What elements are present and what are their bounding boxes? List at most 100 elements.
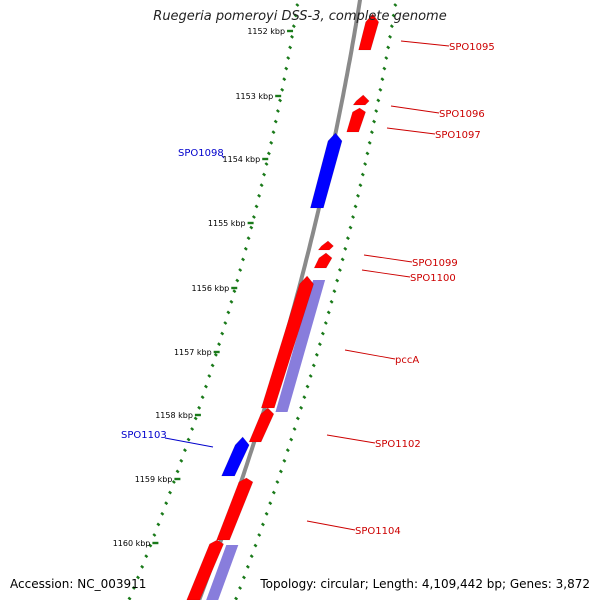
outer-tick xyxy=(384,56,389,60)
accession-text: Accession: NC_003911 xyxy=(10,577,147,591)
inner-tick xyxy=(175,469,180,474)
inner-tick xyxy=(259,183,264,188)
outer-tick xyxy=(299,405,304,410)
inner-tick xyxy=(249,225,254,230)
genome-backbone xyxy=(197,0,363,600)
inner-tick xyxy=(140,564,145,569)
outer-tick xyxy=(234,596,239,600)
scale-label: 1157 kbp xyxy=(174,348,212,357)
outer-tick xyxy=(292,427,297,431)
outer-tick xyxy=(356,193,360,198)
inner-tick xyxy=(182,448,187,453)
outer-tick xyxy=(369,130,374,135)
label-leader xyxy=(400,40,450,47)
scale-label: 1156 kbp xyxy=(192,284,230,293)
inner-tick xyxy=(295,3,300,7)
gene-feature xyxy=(186,539,224,600)
outer-tick xyxy=(380,77,385,82)
inner-tick xyxy=(127,596,132,600)
label-leader xyxy=(390,105,440,114)
feature-band xyxy=(275,280,326,412)
inner-tick xyxy=(156,522,161,527)
outer-tick xyxy=(317,342,322,347)
outer-tick xyxy=(323,321,328,325)
gene-label: SPO1102 xyxy=(375,439,421,450)
label-leader xyxy=(361,269,411,278)
inner-tick xyxy=(235,278,240,283)
inner-tick xyxy=(144,554,149,559)
label-leader xyxy=(326,434,376,444)
inner-tick xyxy=(164,501,169,506)
inner-tick xyxy=(269,140,274,145)
inner-tick xyxy=(254,204,259,209)
outer-tick xyxy=(340,257,345,262)
inner-tick xyxy=(226,310,231,315)
outer-tick xyxy=(393,3,398,7)
label-leader xyxy=(164,437,214,448)
inner-tick xyxy=(204,384,208,389)
scale-label: 1152 kbp xyxy=(247,27,285,36)
outer-tick xyxy=(295,416,300,421)
label-leader xyxy=(344,349,396,360)
outer-tick xyxy=(382,66,387,71)
gene-label: SPO1097 xyxy=(435,130,481,141)
inner-tick xyxy=(262,172,267,177)
inner-tick xyxy=(273,119,278,124)
outer-tick xyxy=(238,586,243,590)
outer-tick xyxy=(289,437,294,442)
gene-label: SPO1100 xyxy=(410,273,456,284)
inner-tick xyxy=(131,586,136,590)
gene-label-leaders: SPO1095 SPO1096 SPO1097 SPO1098 SPO1099 SPO11… xyxy=(121,40,495,537)
outer-tick xyxy=(332,289,337,294)
genome-title: Ruegeria pomeroyi DSS-3, complete genome xyxy=(153,9,447,24)
outer-tick xyxy=(275,480,280,484)
outer-tick xyxy=(367,140,372,145)
scale-label: 1158 kbp xyxy=(155,411,193,420)
feature-band xyxy=(206,545,239,600)
gene-feature xyxy=(221,436,250,477)
outer-tick xyxy=(386,45,391,50)
gene-feature xyxy=(352,94,370,106)
scale-labels: 1152 kbp 1153 kbp 1154 kbp 1155 kbp 1156 kbp… xyxy=(113,27,285,548)
inner-tick xyxy=(251,215,256,219)
outer-tick xyxy=(372,119,377,124)
inner-tick xyxy=(186,437,191,442)
gene-feature xyxy=(358,13,380,51)
inner-tick xyxy=(293,13,298,18)
outer-tick xyxy=(351,215,356,219)
inner-tick xyxy=(241,257,246,262)
tick-marks xyxy=(127,3,398,600)
gene-label: SPO1099 xyxy=(412,258,458,269)
inner-tick xyxy=(168,490,173,495)
inner-tick xyxy=(220,331,225,336)
scale-label: 1160 kbp xyxy=(113,539,151,548)
outer-tick xyxy=(257,533,262,537)
gene-label: SPO1096 xyxy=(439,109,485,120)
outer-tick xyxy=(376,98,381,103)
gene-feature xyxy=(216,477,254,541)
gene-features xyxy=(186,13,380,600)
outer-tick xyxy=(348,225,353,230)
scale-label: 1154 kbp xyxy=(223,155,261,164)
inner-tick xyxy=(207,374,212,378)
inner-tick xyxy=(266,151,271,156)
inner-tick xyxy=(280,87,285,92)
outer-tick xyxy=(308,374,313,378)
inner-tick xyxy=(290,34,294,39)
inner-tick xyxy=(193,416,198,421)
inner-tick xyxy=(238,268,243,272)
outer-tick xyxy=(245,564,250,569)
gene-label: SPO1098 xyxy=(178,148,224,159)
outer-tick xyxy=(260,522,265,527)
inner-tick xyxy=(286,56,291,60)
inner-tick xyxy=(148,543,153,548)
scale-label: 1155 kbp xyxy=(208,219,246,228)
gene-feature xyxy=(260,275,314,409)
label-leader xyxy=(363,254,413,263)
outer-tick xyxy=(378,87,383,92)
outer-tick xyxy=(353,204,358,209)
outer-tick xyxy=(388,34,393,39)
outer-tick xyxy=(343,246,348,251)
inner-tick xyxy=(271,130,276,135)
